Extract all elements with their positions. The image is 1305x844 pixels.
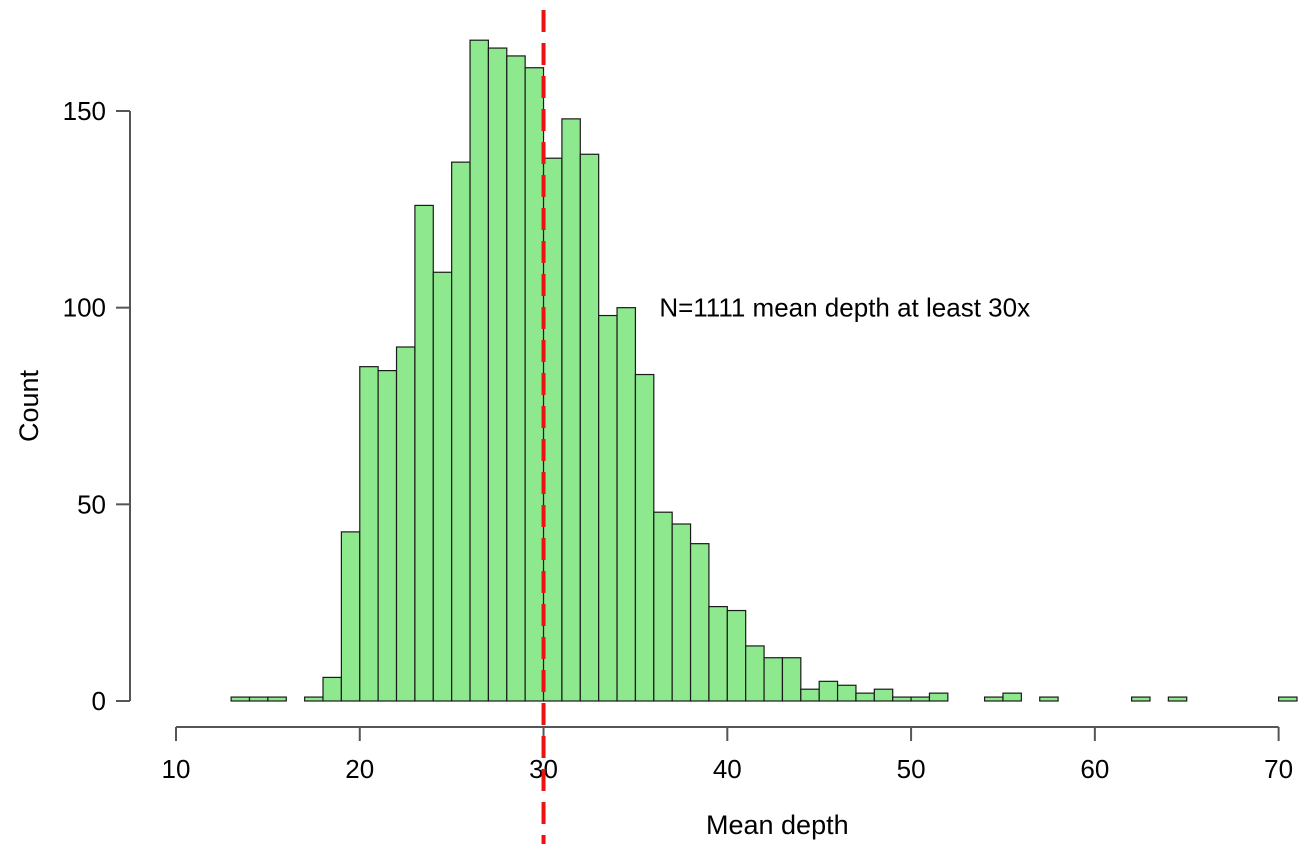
histogram-bar bbox=[322, 676, 342, 702]
histogram-bar bbox=[910, 696, 931, 702]
histogram-bar bbox=[487, 47, 508, 702]
histogram-bar bbox=[689, 543, 710, 702]
histogram-bar bbox=[653, 511, 673, 702]
histogram-bar bbox=[377, 370, 398, 702]
histogram-bar bbox=[579, 153, 600, 702]
histogram-bar bbox=[414, 204, 434, 702]
histogram-bars bbox=[230, 39, 1298, 702]
histogram-bar bbox=[1002, 692, 1022, 702]
histogram-bar bbox=[432, 271, 453, 702]
histogram-bar bbox=[855, 692, 875, 702]
x-tick-label: 60 bbox=[1080, 754, 1109, 784]
x-tick-label: 50 bbox=[897, 754, 926, 784]
histogram-bar bbox=[763, 657, 784, 702]
x-tick-label: 20 bbox=[345, 754, 374, 784]
y-tick-label: 100 bbox=[63, 293, 106, 323]
histogram-bar bbox=[818, 680, 839, 702]
y-tick-label: 50 bbox=[77, 489, 106, 519]
histogram-bar bbox=[1039, 696, 1059, 702]
x-tick-label: 40 bbox=[713, 754, 742, 784]
histogram-bar bbox=[983, 696, 1004, 702]
x-tick-label: 70 bbox=[1264, 754, 1293, 784]
histogram-bar bbox=[248, 696, 269, 702]
histogram-bar bbox=[340, 531, 361, 702]
histogram-bar bbox=[469, 39, 490, 702]
histogram-bar bbox=[561, 118, 581, 702]
histogram-bar bbox=[671, 523, 692, 702]
y-axis-title: Count bbox=[14, 369, 44, 442]
y-axis: 0 50 100 150 bbox=[63, 96, 131, 716]
histogram-bar bbox=[506, 55, 526, 702]
histogram-bar bbox=[800, 688, 820, 702]
histogram-bar bbox=[836, 684, 857, 702]
histogram-bar bbox=[708, 605, 728, 702]
histogram-bar bbox=[616, 307, 637, 702]
x-tick-label: 10 bbox=[162, 754, 191, 784]
y-tick-label: 150 bbox=[63, 96, 106, 126]
histogram-bar bbox=[395, 346, 416, 702]
histogram-bar bbox=[873, 688, 894, 702]
histogram-bar bbox=[598, 314, 618, 702]
chart-annotation: N=1111 mean depth at least 30x bbox=[659, 293, 1030, 323]
histogram-bar bbox=[230, 696, 251, 702]
histogram-bar bbox=[745, 645, 765, 702]
y-tick-label: 0 bbox=[92, 686, 106, 716]
histogram-bar bbox=[781, 657, 802, 702]
histogram-bar bbox=[892, 696, 912, 702]
histogram-bar bbox=[304, 696, 324, 702]
x-axis: 10203040506070 bbox=[162, 726, 1293, 784]
histogram-bar bbox=[542, 157, 563, 702]
histogram-bar bbox=[634, 373, 655, 702]
histogram-bar bbox=[524, 67, 545, 702]
histogram-bar bbox=[359, 366, 379, 702]
x-axis-title: Mean depth bbox=[706, 810, 849, 840]
histogram-bar bbox=[451, 161, 471, 702]
histogram-bar bbox=[1278, 696, 1298, 702]
histogram-bar bbox=[928, 692, 949, 702]
histogram-bar bbox=[1131, 696, 1151, 702]
histogram-bar bbox=[1167, 696, 1188, 702]
histogram-bar bbox=[267, 696, 287, 702]
histogram-bar bbox=[726, 609, 747, 702]
